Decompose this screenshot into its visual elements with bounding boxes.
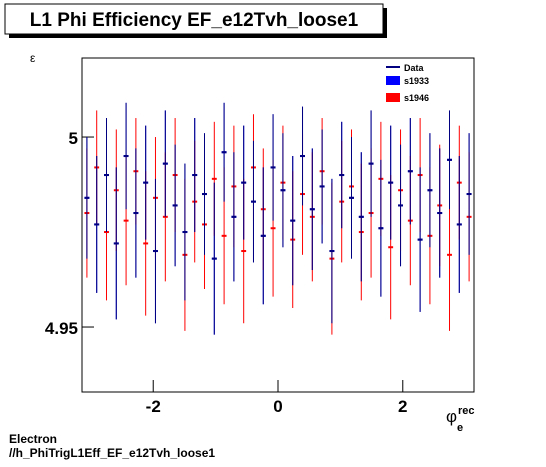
- x-tick-label: -2: [146, 397, 161, 416]
- footer-line: Electron: [9, 432, 57, 446]
- legend-swatch: [386, 76, 400, 85]
- legend: Data s1933 s1946: [386, 63, 429, 103]
- legend-label: Data: [404, 63, 425, 73]
- x-tick-label: 0: [273, 397, 282, 416]
- legend-swatch: [386, 93, 400, 102]
- footer-line: //h_PhiTrigL1Eff_EF_e12Tvh_loose1: [9, 446, 215, 460]
- legend-label: s1933: [404, 76, 429, 86]
- legend-label: s1946: [404, 93, 429, 103]
- y-axis-label: ε: [30, 51, 36, 65]
- y-tick-label: 5: [69, 129, 78, 148]
- chart-title: L1 Phi Efficiency EF_e12Tvh_loose1: [30, 10, 359, 31]
- x-axis-label-sup: rec: [458, 405, 475, 417]
- title-box: [4, 3, 384, 35]
- y-tick-label: 4.95: [45, 319, 78, 338]
- x-axis-label: φ: [446, 407, 457, 426]
- x-tick-label: 2: [398, 397, 407, 416]
- x-axis-label-sub: e: [457, 422, 463, 434]
